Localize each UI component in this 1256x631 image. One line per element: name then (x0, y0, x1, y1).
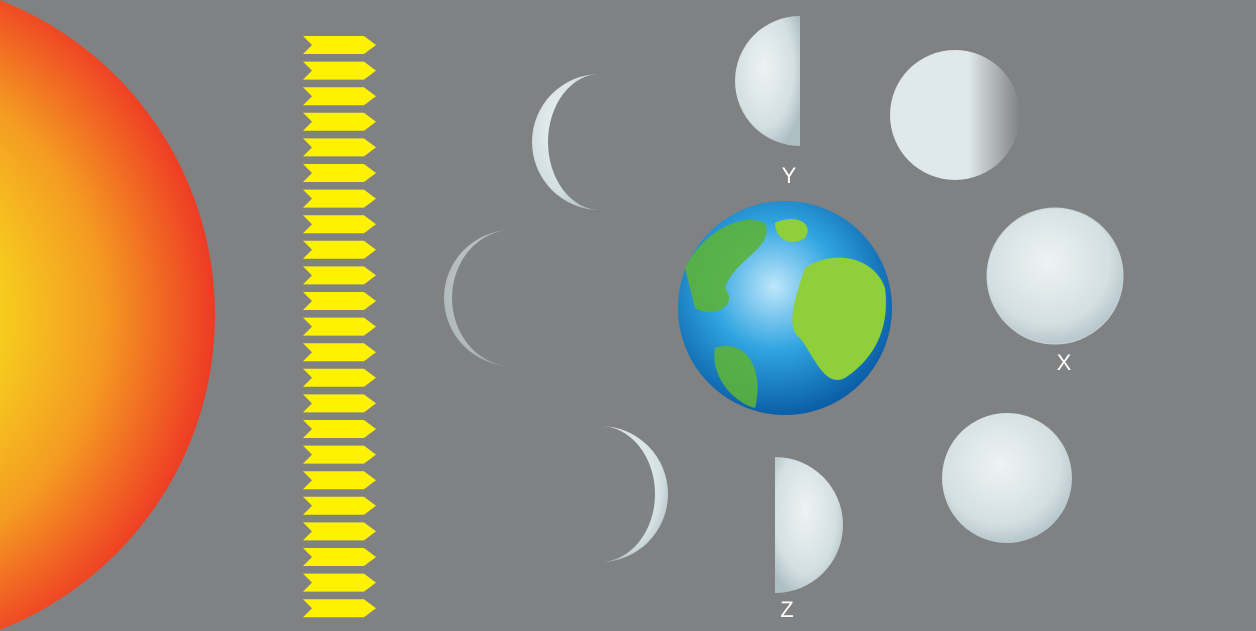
arrow (303, 61, 376, 80)
arrow (303, 496, 376, 515)
label-z: Z (780, 597, 793, 622)
arrow (303, 599, 376, 618)
arrow (303, 368, 376, 387)
moon-y (735, 16, 800, 146)
arrow (303, 445, 376, 464)
moon-gibbous-bottom (942, 413, 1072, 543)
arrow (303, 292, 376, 310)
moon-z (775, 457, 843, 593)
arrow (303, 522, 376, 541)
arrow (303, 394, 376, 413)
arrow (303, 420, 376, 438)
moon-waxing-crescent (532, 74, 668, 210)
arrow (303, 87, 376, 106)
label-y: Y (782, 163, 797, 188)
sunlight-arrows (303, 36, 376, 618)
sun (0, 0, 215, 630)
arrow (303, 112, 376, 131)
moon-new (444, 230, 580, 366)
arrow (303, 240, 376, 259)
moon-crescent-right (532, 426, 668, 562)
arrow (303, 573, 376, 592)
arrow (303, 215, 376, 234)
arrow (303, 266, 376, 285)
arrow (303, 471, 376, 490)
arrow (303, 548, 376, 566)
arrow (303, 343, 376, 362)
arrow (303, 189, 376, 208)
arrow (303, 138, 376, 157)
arrow (303, 317, 376, 336)
moon-x (986, 207, 1124, 345)
arrow (303, 164, 376, 182)
arrow (303, 36, 376, 54)
label-x: X (1057, 350, 1072, 375)
moon-gibbous-top (890, 50, 1020, 180)
earth (678, 201, 892, 415)
